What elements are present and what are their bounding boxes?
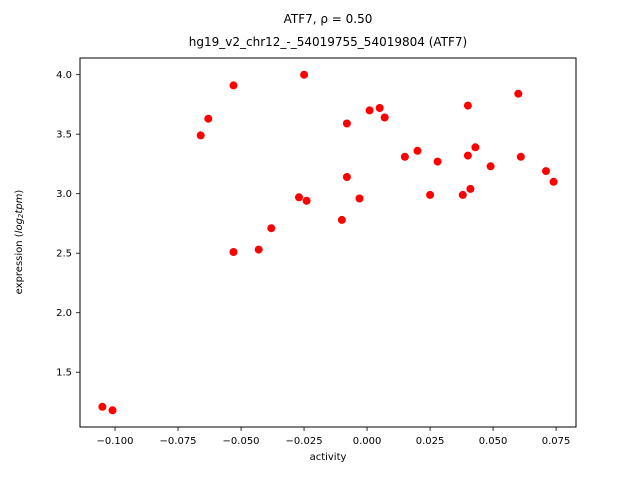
data-point bbox=[229, 248, 238, 256]
y-tick-label: 3.5 bbox=[56, 130, 72, 141]
data-point bbox=[337, 215, 346, 224]
data-point bbox=[516, 152, 525, 161]
x-tick-label: −0.050 bbox=[223, 436, 260, 447]
data-point bbox=[466, 184, 475, 193]
data-point bbox=[108, 406, 117, 415]
y-tick-label: 2.0 bbox=[56, 308, 72, 319]
data-point bbox=[549, 177, 558, 186]
chart-subtitle: hg19_v2_chr12_-_54019755_54019804 (ATF7) bbox=[189, 35, 467, 49]
y-tick-label: 1.5 bbox=[56, 368, 72, 379]
data-point bbox=[486, 162, 495, 171]
x-tick-label: 0.050 bbox=[479, 436, 508, 447]
x-tick-label: 0.025 bbox=[416, 436, 445, 447]
data-point bbox=[196, 131, 205, 140]
data-point bbox=[514, 89, 523, 98]
plot-content: −0.100 −0.075 −0.050 −0.025 0.000 0.025 0.050 0… bbox=[56, 70, 570, 447]
y-tick-label: 4.0 bbox=[56, 70, 72, 81]
data-point bbox=[380, 113, 389, 122]
y-axis-label: expression (log2tpm) bbox=[14, 190, 25, 295]
chart-title: ATF7, ρ = 0.50 bbox=[284, 12, 373, 26]
data-point bbox=[300, 70, 309, 79]
data-point bbox=[355, 194, 364, 203]
data-point bbox=[542, 167, 550, 176]
data-point bbox=[463, 101, 472, 110]
data-point bbox=[295, 193, 303, 202]
data-point bbox=[458, 190, 467, 199]
y-tick-label: 2.5 bbox=[56, 249, 72, 260]
data-point bbox=[400, 152, 409, 161]
data-point bbox=[413, 146, 422, 155]
data-point bbox=[426, 190, 435, 199]
data-point bbox=[433, 157, 442, 166]
plot-border bbox=[79, 57, 577, 428]
data-point bbox=[375, 104, 384, 112]
x-tick-label: 0.000 bbox=[353, 436, 382, 447]
x-tick-label: 0.075 bbox=[542, 436, 571, 447]
x-tick-label: −0.025 bbox=[286, 436, 323, 447]
data-point bbox=[471, 143, 480, 152]
data-point bbox=[342, 119, 351, 128]
x-axis-label: activity bbox=[310, 452, 347, 463]
data-point bbox=[98, 402, 107, 411]
x-tick-label: −0.100 bbox=[97, 436, 134, 447]
x-tick-label: −0.075 bbox=[160, 436, 197, 447]
data-point bbox=[365, 106, 374, 115]
data-point bbox=[254, 245, 263, 254]
y-tick-label: 3.0 bbox=[56, 189, 72, 200]
data-point bbox=[342, 173, 351, 181]
data-point bbox=[463, 151, 472, 160]
data-point bbox=[302, 196, 311, 205]
data-point bbox=[229, 81, 238, 90]
data-point bbox=[204, 114, 213, 123]
data-point bbox=[267, 224, 276, 233]
